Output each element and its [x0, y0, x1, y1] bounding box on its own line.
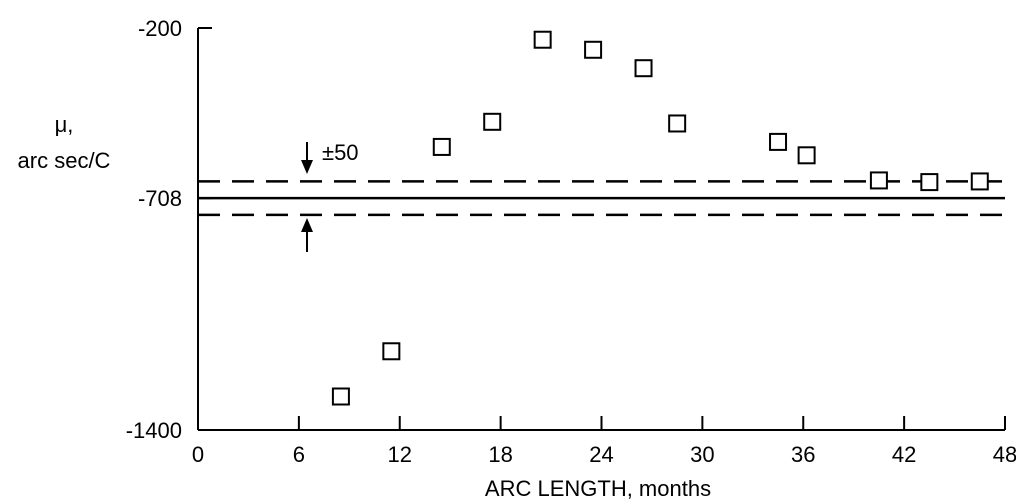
x-tick-label: 18 [488, 442, 512, 467]
data-point [797, 146, 816, 165]
x-tick-label: 30 [690, 442, 714, 467]
x-tick-label: 42 [892, 442, 916, 467]
band-annotation: ±50 [301, 140, 359, 252]
data-points [331, 30, 989, 406]
y-tick-label: -708 [138, 186, 182, 211]
data-point [970, 172, 989, 191]
band-arrow-top-head [301, 160, 313, 174]
data-point [920, 173, 939, 192]
data-point [483, 112, 502, 131]
data-point [584, 40, 603, 59]
y-axis-label-line1: μ, [55, 112, 74, 137]
band-label: ±50 [322, 140, 359, 165]
data-point [533, 30, 552, 49]
data-point [869, 171, 888, 190]
y-tick-label: -200 [138, 16, 182, 41]
axes [197, 28, 1005, 431]
data-point [382, 342, 401, 361]
y-ticks: -200 -708 -1400 [126, 16, 212, 443]
x-tick-label: 24 [589, 442, 613, 467]
y-tick-label: -1400 [126, 418, 182, 443]
data-point [634, 59, 653, 78]
band-arrow-bottom-head [301, 218, 313, 232]
y-axis-label-line2: arc sec/C [18, 148, 111, 173]
x-tick-label: 36 [791, 442, 815, 467]
data-point [432, 137, 451, 156]
x-tick-label: 0 [192, 442, 204, 467]
y-axis-label: μ, arc sec/C [18, 112, 111, 173]
x-axis-label: ARC LENGTH, months [485, 476, 711, 501]
x-tick-label: 6 [293, 442, 305, 467]
data-point [668, 114, 687, 133]
x-tick-label: 12 [388, 442, 412, 467]
x-ticks: 0 6 12 18 24 30 36 42 48 [192, 416, 1016, 467]
data-point [331, 387, 350, 406]
data-point [769, 132, 788, 151]
reference-lines [198, 180, 1005, 217]
x-tick-label: 48 [993, 442, 1016, 467]
